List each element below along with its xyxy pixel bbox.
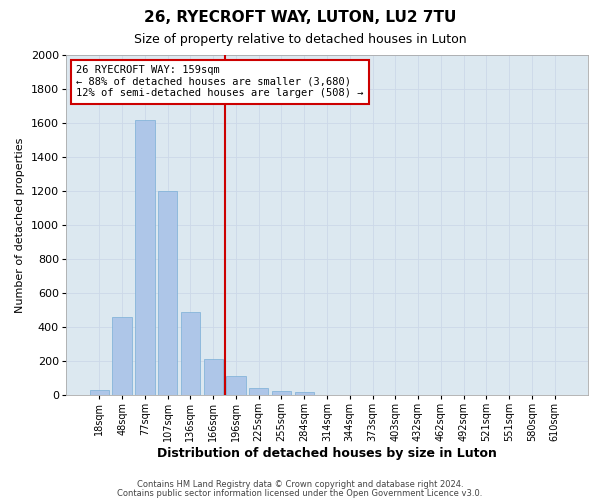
Bar <box>135 120 155 395</box>
Bar <box>226 376 245 395</box>
Bar <box>295 392 314 395</box>
Bar <box>203 360 223 395</box>
Bar <box>181 312 200 395</box>
Text: 26 RYECROFT WAY: 159sqm
← 88% of detached houses are smaller (3,680)
12% of semi: 26 RYECROFT WAY: 159sqm ← 88% of detache… <box>76 65 364 98</box>
X-axis label: Distribution of detached houses by size in Luton: Distribution of detached houses by size … <box>157 447 497 460</box>
Text: Contains HM Land Registry data © Crown copyright and database right 2024.: Contains HM Land Registry data © Crown c… <box>137 480 463 489</box>
Y-axis label: Number of detached properties: Number of detached properties <box>16 138 25 312</box>
Bar <box>112 317 132 395</box>
Bar <box>272 391 291 395</box>
Bar <box>90 390 109 395</box>
Text: 26, RYECROFT WAY, LUTON, LU2 7TU: 26, RYECROFT WAY, LUTON, LU2 7TU <box>144 10 456 25</box>
Text: Contains public sector information licensed under the Open Government Licence v3: Contains public sector information licen… <box>118 488 482 498</box>
Bar <box>249 388 268 395</box>
Text: Size of property relative to detached houses in Luton: Size of property relative to detached ho… <box>134 32 466 46</box>
Bar <box>158 191 178 395</box>
